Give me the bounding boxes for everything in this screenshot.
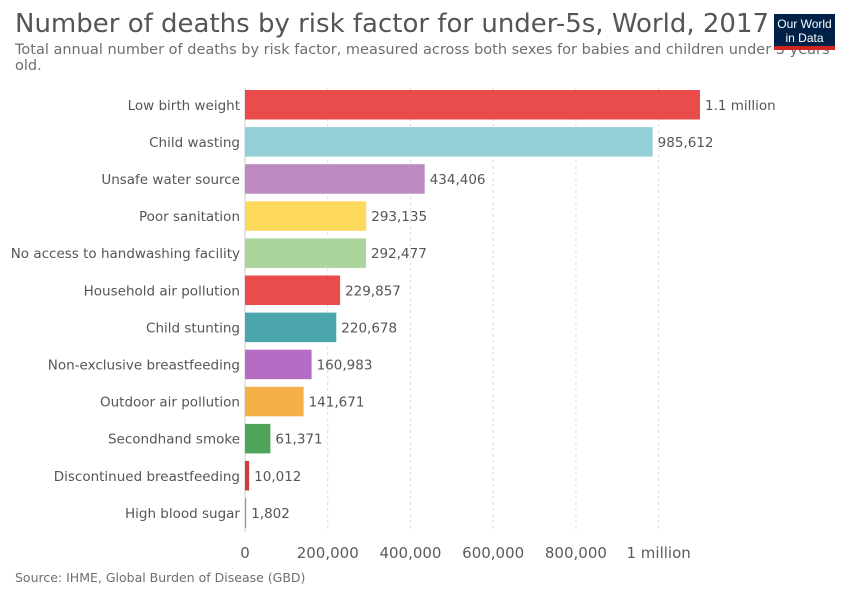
bar bbox=[245, 164, 425, 194]
data-label: 1.1 million bbox=[705, 98, 776, 114]
logo-line-2: in Data bbox=[785, 31, 824, 45]
data-label: 293,135 bbox=[371, 209, 427, 225]
category-label: Unsafe water source bbox=[101, 172, 240, 188]
data-label: 10,012 bbox=[254, 469, 301, 485]
data-label: 1,802 bbox=[251, 506, 290, 522]
logo-line-1: Our World bbox=[777, 17, 832, 31]
chart-subtitle: Total annual number of deaths by risk fa… bbox=[15, 42, 830, 74]
category-label: No access to handwashing facility bbox=[11, 246, 240, 262]
bar bbox=[245, 90, 700, 120]
category-label: Child wasting bbox=[149, 135, 240, 151]
bar bbox=[245, 127, 653, 157]
bar bbox=[245, 461, 250, 491]
category-label: Outdoor air pollution bbox=[100, 395, 240, 411]
bar bbox=[245, 349, 312, 380]
x-tick-label: 800,000 bbox=[545, 544, 607, 562]
bar bbox=[245, 498, 247, 528]
bar bbox=[245, 423, 271, 454]
category-label: Non-exclusive breastfeeding bbox=[48, 357, 240, 373]
category-label: Poor sanitation bbox=[139, 209, 240, 225]
data-label: 220,678 bbox=[341, 320, 397, 336]
data-label: 141,671 bbox=[309, 395, 365, 411]
bar bbox=[245, 386, 304, 417]
data-label: 292,477 bbox=[371, 246, 427, 262]
category-label: Secondhand smoke bbox=[108, 432, 240, 448]
category-label: Discontinued breastfeeding bbox=[54, 469, 240, 485]
data-label: 434,406 bbox=[430, 172, 486, 188]
owid-logo[interactable]: Our World in Data bbox=[774, 14, 835, 50]
bar bbox=[245, 238, 366, 268]
data-label: 61,371 bbox=[275, 432, 322, 448]
bar bbox=[245, 201, 367, 231]
x-tick-label: 0 bbox=[240, 544, 250, 562]
category-label: High blood sugar bbox=[125, 506, 240, 522]
data-label: 985,612 bbox=[658, 135, 714, 151]
x-tick-label: 400,000 bbox=[379, 544, 441, 562]
category-label: Household air pollution bbox=[84, 283, 240, 299]
category-label: Low birth weight bbox=[128, 98, 240, 114]
x-tick-label: 600,000 bbox=[462, 544, 524, 562]
source-note: Source: IHME, Global Burden of Disease (… bbox=[15, 570, 306, 585]
x-tick-label: 1 million bbox=[626, 544, 690, 562]
bar bbox=[245, 275, 341, 305]
x-tick-label: 200,000 bbox=[297, 544, 359, 562]
data-label: 229,857 bbox=[345, 283, 401, 299]
bar bbox=[245, 312, 337, 343]
data-label: 160,983 bbox=[317, 357, 373, 373]
category-label: Child stunting bbox=[146, 320, 240, 336]
chart-title: Number of deaths by risk factor for unde… bbox=[15, 9, 770, 39]
